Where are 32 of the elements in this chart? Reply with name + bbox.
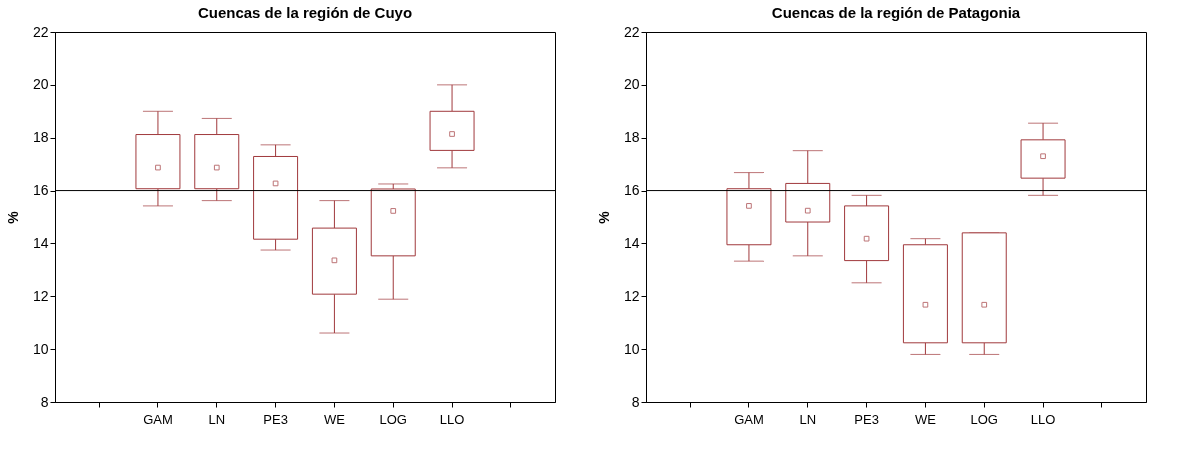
x-tick-label: WE: [914, 411, 937, 427]
y-axis-title: %: [595, 210, 612, 224]
y-tick-label: 12: [623, 287, 640, 304]
y-tick-label: 18: [623, 129, 640, 146]
x-tick-label: LN: [208, 411, 226, 427]
x-tick-label: LLO: [1030, 411, 1056, 427]
x-tick-label: GAM: [734, 411, 764, 427]
y-tick-label: 22: [32, 23, 49, 40]
y-tick-label: 16: [623, 182, 640, 199]
y-tick-label: 8: [40, 393, 49, 410]
x-tick-label: LOG: [970, 411, 998, 427]
chart-title: Cuencas de la región de Cuyo: [197, 4, 413, 21]
chart-title: Cuencas de la región de Patagonia: [771, 4, 1021, 21]
y-tick-label: 12: [32, 287, 49, 304]
x-tick-label: GAM: [143, 411, 173, 427]
x-tick-label: LOG: [379, 411, 407, 427]
y-axis-title: %: [4, 210, 21, 224]
y-tick-label: 14: [623, 234, 640, 251]
y-tick-label: 8: [631, 393, 640, 410]
x-tick-label: PE3: [854, 411, 879, 427]
y-tick-label: 20: [32, 76, 49, 93]
y-tick-label: 20: [623, 76, 640, 93]
x-tick-label: LLO: [439, 411, 465, 427]
y-tick-label: 14: [32, 234, 49, 251]
x-tick-label: WE: [323, 411, 346, 427]
y-tick-label: 22: [623, 23, 640, 40]
x-tick-label: LN: [799, 411, 817, 427]
y-tick-label: 10: [623, 340, 640, 357]
y-tick-label: 10: [32, 340, 49, 357]
x-tick-label: PE3: [263, 411, 288, 427]
y-tick-label: 16: [32, 182, 49, 199]
y-tick-label: 18: [32, 129, 49, 146]
